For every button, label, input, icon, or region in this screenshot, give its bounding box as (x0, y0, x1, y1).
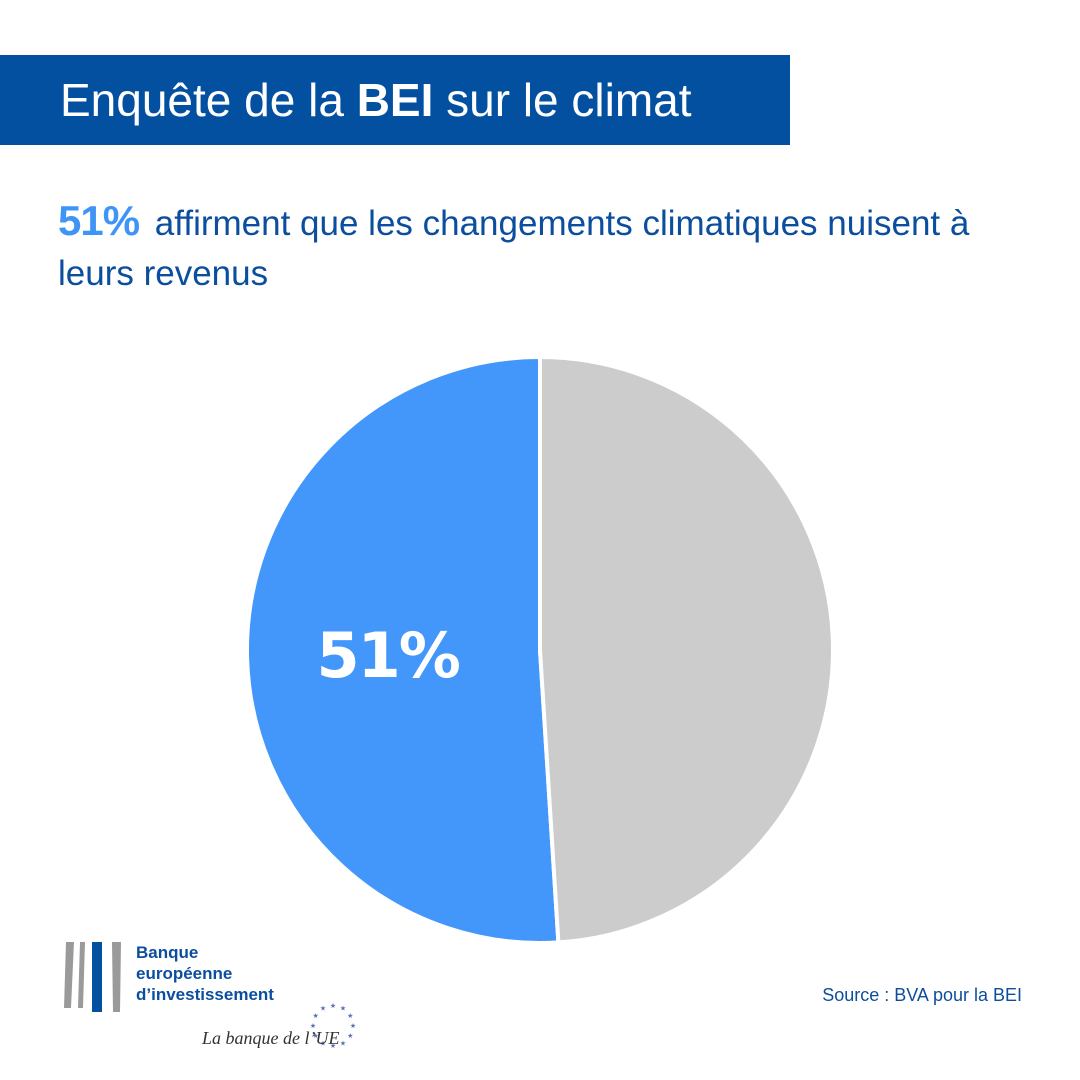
eu-stars-icon: ★ ★★★★★★★★★★★ (310, 1002, 356, 1050)
eu-star: ★ (347, 1012, 353, 1020)
logo-bar-blue-1 (92, 942, 102, 1012)
pie-slice-1 (538, 355, 835, 945)
logo-bar-gray-2 (78, 942, 85, 1008)
logo-bank-name: Banque européenne d’investissement (136, 943, 274, 1004)
eib-logo-icon (64, 942, 121, 1012)
eib-logo: Banque européenne d’investissement ★ ★ ★ ★ ★… (62, 940, 362, 1060)
chart-subtitle: 51% affirment que les changements climat… (58, 196, 1018, 299)
eu-star: ★ (313, 1012, 319, 1020)
eu-star: ★ (320, 1039, 326, 1047)
subtitle-highlight: 51% (58, 197, 140, 244)
eu-star: ★ (330, 1042, 336, 1050)
subtitle-text: affirment que les changements climatique… (58, 204, 970, 293)
logo-bar-gray-1 (64, 942, 74, 1008)
pie-chart: 51% (245, 355, 835, 945)
eu-star: ★ (310, 1022, 316, 1030)
eu-star: ★ (313, 1032, 319, 1040)
logo-bar-gray-3 (112, 942, 121, 1012)
eu-star: ★ (340, 1039, 346, 1047)
eu-star: ★ (347, 1032, 353, 1040)
eu-star: ★ (350, 1022, 356, 1030)
page-title: Enquête de la BEI sur le climat (60, 74, 692, 126)
eu-star: ★ (320, 1005, 326, 1013)
source-note: Source : BVA pour la BEI (822, 985, 1022, 1005)
title-banner: Enquête de la BEI sur le climat (0, 55, 790, 145)
logo-tagline: La banque de l’UE (202, 1028, 340, 1048)
eu-star: ★ (340, 1005, 346, 1013)
pie-slice-label-0: 51% (317, 619, 460, 692)
pie-slice-0 (245, 355, 561, 945)
eu-star: ★ (330, 1002, 336, 1010)
